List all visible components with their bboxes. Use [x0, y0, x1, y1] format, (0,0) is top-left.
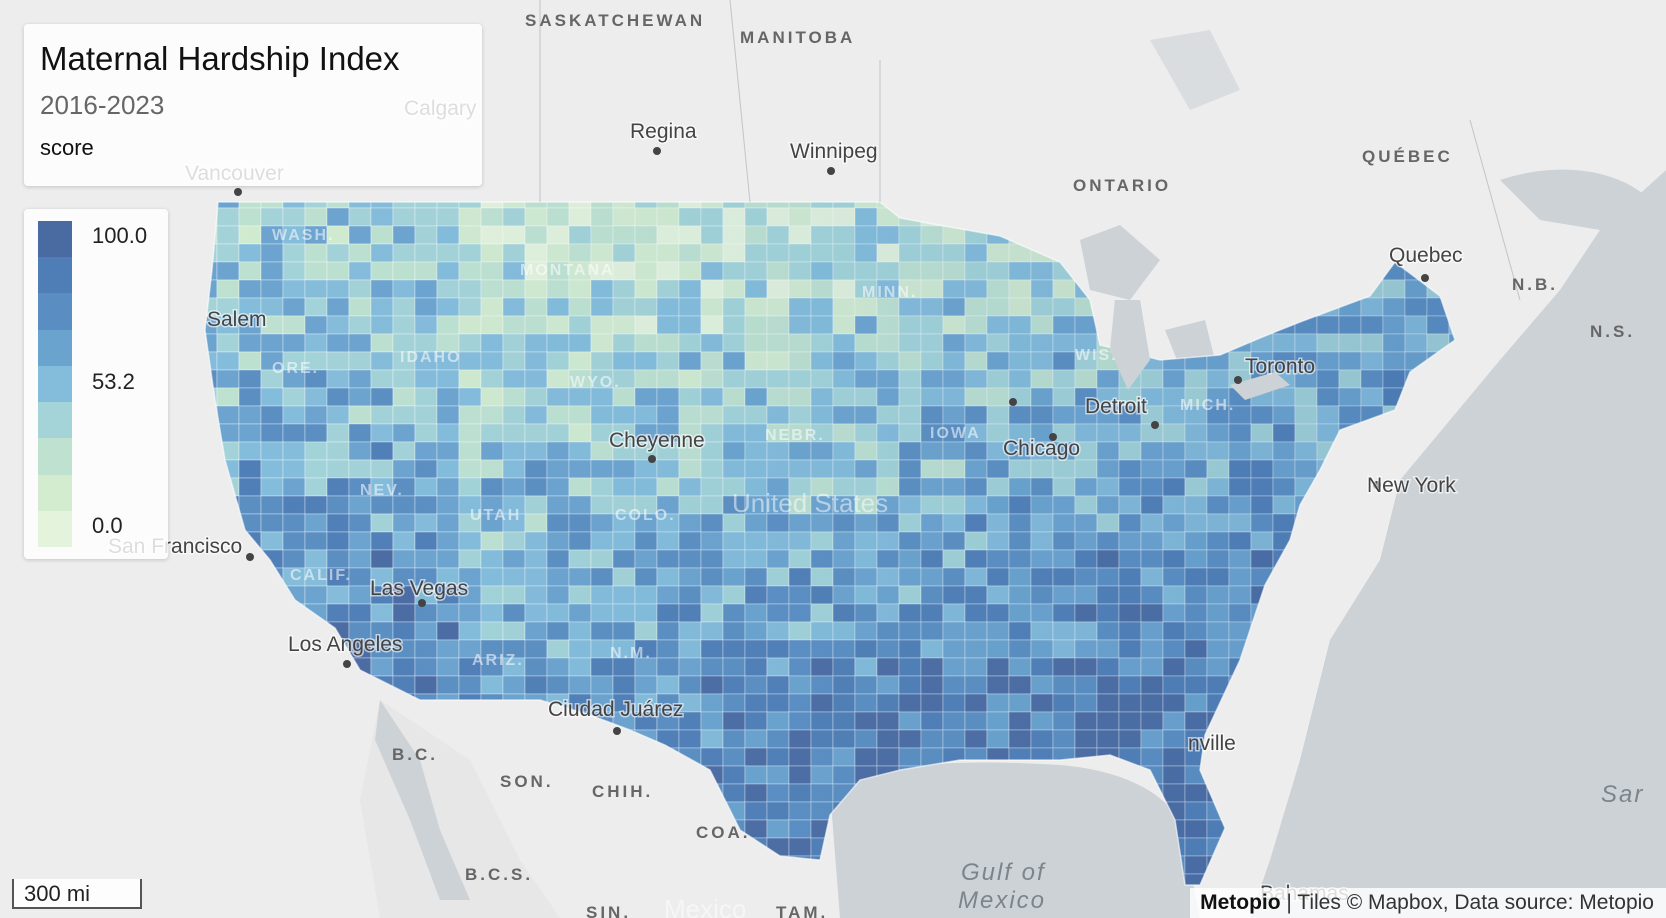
legend-mid-label: 53.2: [92, 369, 135, 394]
label-chih: CHIH.: [592, 782, 653, 801]
gulf-of-mexico: [830, 762, 1200, 918]
label-nebr: NEBR.: [765, 427, 825, 444]
label-regina: Regina: [630, 120, 697, 143]
legend-color-ramp: [38, 221, 72, 547]
legend-min-label: 0.0: [92, 513, 123, 538]
label-jacksonville: nville: [1188, 732, 1236, 755]
label-wash: WASH.: [272, 227, 334, 244]
attribution: Metopio | Tiles © Mapbox, Data source: M…: [1190, 888, 1666, 918]
label-ns: N.S.: [1590, 322, 1635, 341]
label-tam: TAM.: [776, 903, 828, 918]
gulf-of-california: [375, 700, 470, 900]
label-las-vegas: Las Vegas: [370, 577, 468, 600]
color-legend: 100.0 53.2 0.0: [24, 209, 168, 559]
label-bc-mexico: B.C.: [392, 745, 438, 764]
label-utah: UTAH: [470, 507, 521, 524]
label-ciudad-juarez: Ciudad Juárez: [548, 698, 683, 721]
lake-superior: [1080, 225, 1160, 300]
legend-swatch-8: [38, 510, 72, 547]
label-united-states: United States: [732, 488, 888, 518]
label-ontario: ONTARIO: [1073, 176, 1171, 195]
map-title: Maternal Hardship Index: [40, 40, 400, 77]
map-period: 2016-2023: [40, 90, 165, 120]
label-sargasso: Sar: [1601, 781, 1644, 808]
label-wis: WIS.: [1075, 347, 1118, 364]
label-new-york: New York: [1367, 474, 1456, 497]
label-nb: N.B.: [1512, 275, 1558, 294]
label-los-angeles: Los Angeles: [288, 633, 402, 656]
label-iowa: IOWA: [930, 425, 981, 442]
map-title-card: Maternal Hardship Index 2016-2023 score: [24, 24, 482, 186]
legend-swatch-6: [38, 438, 72, 475]
label-son: SON.: [500, 772, 554, 791]
legend-max-label: 100.0: [92, 223, 148, 248]
label-nm: N.M.: [610, 645, 652, 662]
label-sin: SIN.: [586, 903, 631, 918]
map-metric: score: [40, 135, 94, 160]
lake-erie-overlay: [1230, 372, 1290, 400]
label-nev: NEV.: [360, 482, 404, 499]
label-quebec-province: QUÉBEC: [1362, 147, 1453, 166]
label-quebec-city: Quebec: [1389, 244, 1463, 267]
label-colo: COLO.: [615, 507, 676, 524]
label-coa: COA.: [696, 823, 751, 842]
label-bcs: B.C.S.: [465, 865, 533, 884]
label-mexico-water: Mexico: [958, 887, 1046, 914]
label-manitoba: MANITOBA: [740, 28, 855, 47]
label-saskatchewan: SASKATCHEWAN: [525, 11, 705, 30]
label-gulf-of: Gulf of: [961, 859, 1046, 886]
label-mich: MICH.: [1180, 397, 1235, 414]
label-minn: MINN.: [862, 284, 917, 301]
legend-swatch-0: [38, 221, 72, 258]
gulf-of-st-lawrence: [1500, 169, 1650, 230]
attribution-text: | Tiles © Mapbox, Data source: Metopio: [1280, 891, 1654, 914]
legend-swatch-2: [38, 293, 72, 330]
legend-swatch-5: [38, 402, 72, 439]
lake-nipigon: [1150, 30, 1240, 110]
label-ore: ORE.: [272, 360, 319, 377]
label-cheyenne: Cheyenne: [609, 429, 705, 452]
label-montana: MONTANA: [520, 262, 615, 279]
label-idaho: IDAHO: [400, 349, 462, 366]
label-mexico: Mexico: [664, 894, 746, 918]
legend-swatch-7: [38, 474, 72, 511]
lake-michigan-overlay: [1110, 300, 1150, 390]
us-outline: [204, 201, 1456, 886]
label-detroit: Detroit: [1085, 395, 1147, 418]
city-markers: [234, 147, 1429, 735]
legend-swatch-1: [38, 257, 72, 294]
label-ariz: ARIZ.: [472, 652, 524, 669]
attribution-brand-link[interactable]: Metopio: [1200, 891, 1281, 914]
label-wyo: WYO.: [570, 374, 621, 391]
label-calif: CALIF.: [290, 567, 352, 584]
label-chicago: Chicago: [1003, 437, 1080, 460]
label-salem: Salem: [207, 308, 267, 331]
label-toronto: Toronto: [1245, 355, 1315, 378]
legend-swatch-4: [38, 365, 72, 403]
province-borders: [539, 0, 1521, 301]
scale-bar: 300 mi: [12, 879, 142, 909]
label-winnipeg: Winnipeg: [790, 140, 878, 163]
legend-swatch-3: [38, 329, 72, 366]
